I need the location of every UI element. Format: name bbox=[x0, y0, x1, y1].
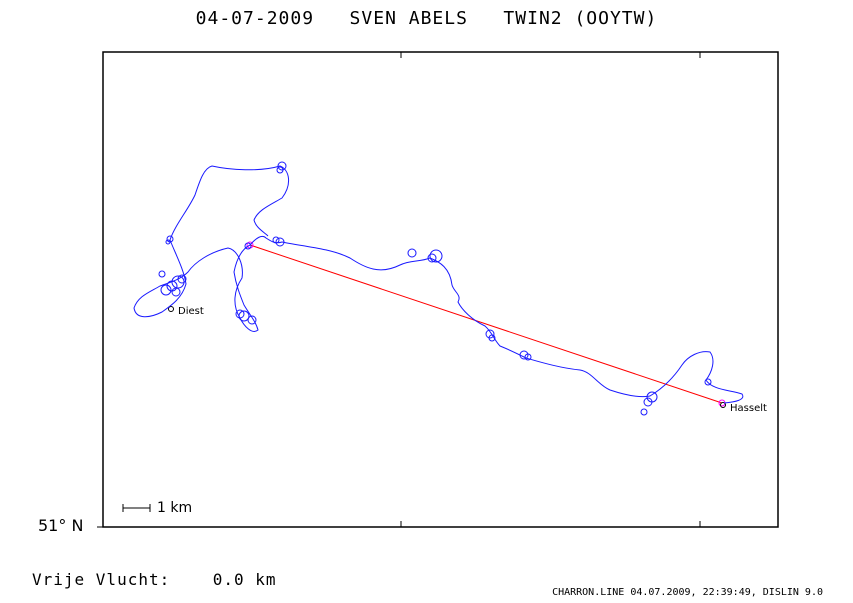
distance-value: 0.0 km bbox=[212, 570, 277, 589]
distance-label: Vrije Vlucht: bbox=[32, 570, 171, 589]
town-marker-hasselt bbox=[720, 402, 726, 408]
town-label-diest: Diest bbox=[178, 306, 204, 317]
map-frame bbox=[102, 51, 779, 528]
town-label-hasselt: Hasselt bbox=[730, 403, 767, 414]
town-marker-diest bbox=[168, 306, 174, 312]
footer-credits: CHARRON.LINE 04.07.2009, 22:39:49, DISLI… bbox=[552, 587, 823, 598]
chart-title: 04-07-2009 SVEN ABELS TWIN2 (OOYTW) bbox=[195, 8, 658, 29]
thermal-circles bbox=[158, 161, 712, 416]
flight-track bbox=[249, 235, 744, 404]
flight-track-west bbox=[133, 165, 289, 332]
latitude-label: 51° N bbox=[38, 516, 84, 535]
scale-label: 1 km bbox=[157, 500, 193, 516]
task-line bbox=[249, 244, 723, 404]
scale-bar bbox=[122, 504, 151, 512]
distance-readout: Vrije Vlucht: 0.0 km bbox=[32, 570, 277, 589]
